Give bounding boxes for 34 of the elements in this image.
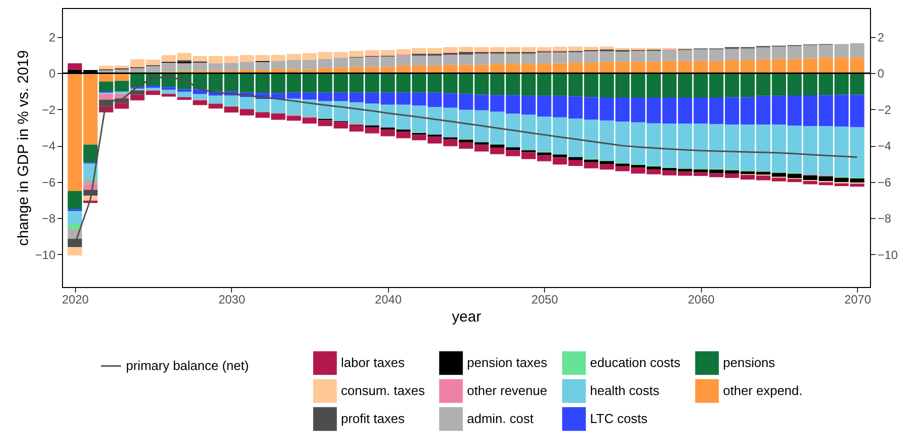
legend-label: profit taxes — [341, 411, 406, 426]
y-axis-title: change in GDP in % vs. 2019 — [15, 50, 32, 246]
y-tick-label: −4 — [42, 139, 56, 154]
y2-tick-label: −8 — [878, 212, 892, 226]
x-tick-label: 2070 — [844, 292, 872, 306]
y-tick-label: −2 — [42, 102, 56, 117]
legend-label: other revenue — [467, 383, 548, 398]
x-tick-label: 2030 — [218, 292, 246, 306]
legend-label: pension taxes — [467, 355, 548, 370]
x-tick-label: 2020 — [62, 292, 89, 306]
y2-tick-label: −10 — [878, 248, 898, 262]
legend-label: health costs — [590, 383, 660, 398]
x-tick-label: 2050 — [531, 292, 558, 306]
legend-label: admin. cost — [467, 411, 534, 426]
y2-tick-label: 2 — [878, 30, 884, 44]
legend-label: pensions — [723, 355, 776, 370]
x-axis-title: year — [452, 308, 482, 326]
x-tick-label: 2060 — [688, 292, 715, 306]
legend-label: consum. taxes — [341, 383, 426, 398]
legend-label: labor taxes — [341, 355, 406, 370]
y2-tick-label: 0 — [878, 66, 884, 81]
x-tick-label: 2040 — [374, 292, 402, 306]
y-tick-label: 0 — [48, 66, 56, 81]
y2-tick-label: −2 — [878, 102, 892, 117]
y-tick-label: −10 — [35, 248, 56, 262]
legend-label: other expend. — [723, 383, 803, 398]
y-tick-label: −6 — [42, 175, 56, 190]
y-tick-label: 2 — [48, 30, 56, 44]
legend-label: primary balance (net) — [126, 358, 249, 373]
y2-tick-label: −4 — [878, 139, 892, 154]
legend-label: LTC costs — [590, 411, 648, 426]
y2-tick-label: −6 — [878, 175, 892, 190]
legend-label: education costs — [590, 355, 681, 370]
y-tick-label: −8 — [42, 212, 56, 226]
